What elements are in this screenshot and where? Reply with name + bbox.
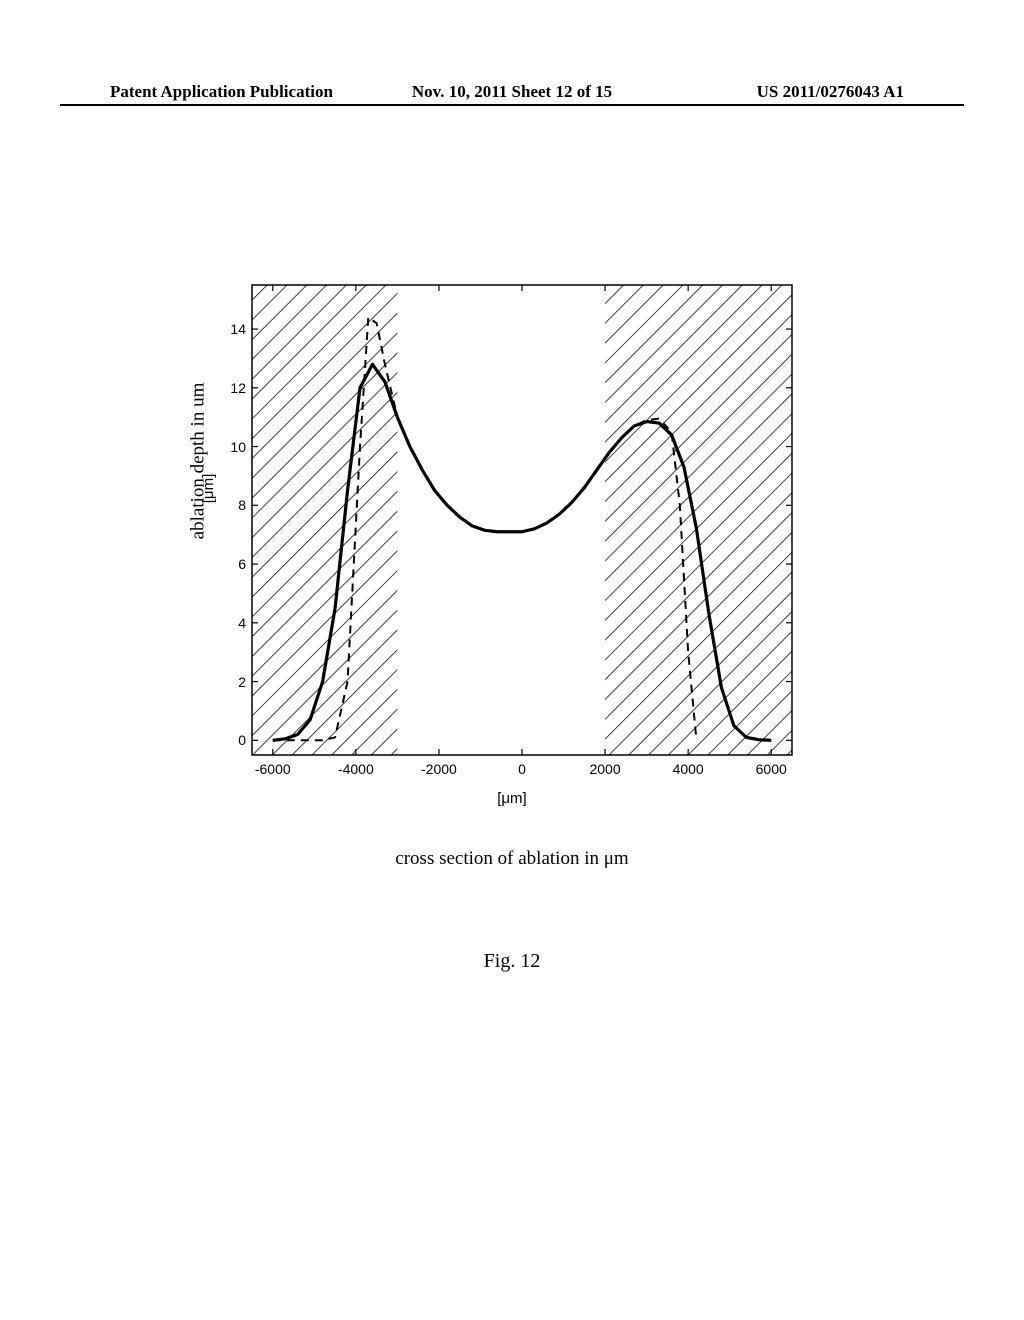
header-rule [60,104,964,106]
x-tick-label: 2000 [580,761,630,777]
chart-svg [232,280,802,770]
y-tick-label: 0 [218,732,246,748]
figure-label: Fig. 12 [0,950,1024,973]
y-tick-label: 8 [218,497,246,513]
page-header: Patent Application Publication Nov. 10, … [0,82,1024,102]
y-tick-label: 12 [218,380,246,396]
y-tick-label: 6 [218,556,246,572]
y-axis-label: ablation depth in um [187,383,209,540]
x-tick-label: -2000 [414,761,464,777]
header-center: Nov. 10, 2011 Sheet 12 of 15 [412,82,612,102]
x-tick-label: 6000 [746,761,796,777]
chart [232,280,802,770]
x-axis-unit: [μm] [0,790,1024,807]
y-tick-label: 14 [218,321,246,337]
header-left: Patent Application Publication [110,82,333,102]
x-tick-label: 4000 [663,761,713,777]
x-tick-label: -4000 [331,761,381,777]
header-right: US 2011/0276043 A1 [757,82,904,102]
x-tick-label: 0 [497,761,547,777]
y-tick-label: 4 [218,615,246,631]
y-tick-label: 2 [218,674,246,690]
y-axis-unit: [μm] [200,474,217,503]
x-axis-label: cross section of ablation in μm [0,848,1024,870]
y-tick-label: 10 [218,439,246,455]
x-tick-label: -6000 [248,761,298,777]
